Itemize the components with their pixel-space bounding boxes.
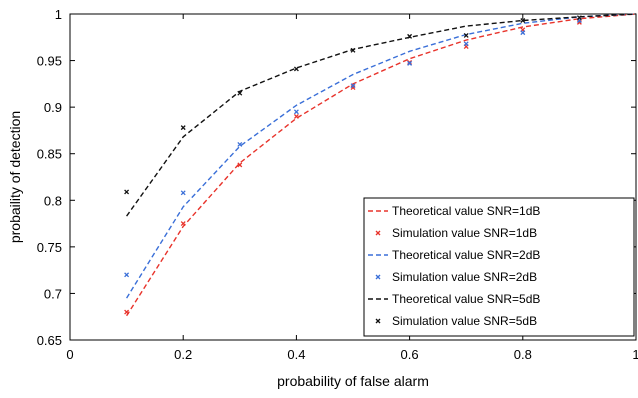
- scatter-point: [576, 15, 582, 21]
- legend-marker-swatch: [375, 318, 381, 324]
- scatter-point: [463, 41, 469, 47]
- legend-label: Simulation value SNR=1dB: [392, 226, 537, 240]
- legend-label: Theoretical value SNR=1dB: [392, 204, 540, 218]
- y-axis-label: probaility of detection: [7, 111, 23, 243]
- scatter-point: [124, 309, 130, 315]
- x-tick-label: 0.8: [514, 347, 532, 362]
- series-line: [126, 13, 637, 299]
- legend: Theoretical value SNR=1dB Simulation valu…: [363, 197, 635, 337]
- scatter-point: [124, 272, 130, 278]
- scatter-point: [407, 33, 413, 39]
- series-layer: [124, 13, 637, 317]
- scatter-point: [180, 221, 186, 227]
- y-tick-label: 0.7: [44, 286, 62, 301]
- scatter-point: [180, 125, 186, 131]
- scatter-point: [350, 47, 356, 53]
- x-tick-label: 0.2: [174, 347, 192, 362]
- y-tick-label: 0.95: [37, 54, 62, 69]
- legend-label: Theoretical value SNR=2dB: [392, 248, 540, 262]
- series-line: [126, 13, 637, 217]
- scatter-point: [180, 190, 186, 196]
- series-5: [124, 15, 582, 195]
- legend-label: Simulation value SNR=5dB: [392, 314, 537, 328]
- legend-item: Theoretical value SNR=2dB: [368, 248, 540, 262]
- scatter-point: [293, 66, 299, 72]
- scatter-point: [407, 59, 413, 65]
- scatter-point: [293, 109, 299, 115]
- scatter-point: [520, 30, 526, 36]
- legend-box: [363, 197, 635, 337]
- scatter-point: [293, 113, 299, 119]
- scatter-point: [350, 83, 356, 89]
- scatter-point: [463, 32, 469, 38]
- legend-marker-swatch: [375, 230, 381, 236]
- scatter-point: [124, 189, 130, 195]
- legend-marker-swatch: [375, 274, 381, 280]
- legend-label: Theoretical value SNR=5dB: [392, 292, 540, 306]
- series-line: [126, 13, 637, 317]
- series-0: [126, 13, 637, 317]
- legend-item: Simulation value SNR=2dB: [375, 270, 537, 284]
- x-tick-labels: 0 0.2 0.4 0.6 0.8 1: [66, 347, 638, 362]
- y-tick-label: 0.65: [37, 333, 62, 348]
- scatter-point: [407, 60, 413, 66]
- y-tick-label: 0.75: [37, 240, 62, 255]
- x-tick-label: 1: [632, 347, 638, 362]
- y-tick-labels: 0.65 0.7 0.75 0.8 0.85 0.9 0.95 1: [37, 7, 62, 348]
- series-4: [126, 13, 637, 217]
- legend-item: Theoretical value SNR=5dB: [368, 292, 540, 306]
- legend-items: Theoretical value SNR=1dB Simulation valu…: [368, 204, 540, 328]
- legend-item: Theoretical value SNR=1dB: [368, 204, 540, 218]
- legend-item: Simulation value SNR=1dB: [375, 226, 537, 240]
- scatter-point: [520, 18, 526, 23]
- x-tick-label: 0: [66, 347, 73, 362]
- y-tick-label: 1: [55, 7, 62, 22]
- x-tick-label: 0.4: [287, 347, 305, 362]
- y-tick-label: 0.8: [44, 193, 62, 208]
- y-tick-label: 0.85: [37, 147, 62, 162]
- x-axis-label: probability of false alarm: [277, 373, 429, 389]
- x-tick-label: 0.6: [401, 347, 419, 362]
- scatter-point: [237, 162, 243, 168]
- legend-item: Simulation value SNR=5dB: [375, 314, 537, 328]
- scatter-point: [237, 90, 243, 96]
- y-tick-label: 0.9: [44, 100, 62, 115]
- series-2: [126, 13, 637, 299]
- legend-label: Simulation value SNR=2dB: [392, 270, 537, 284]
- scatter-point: [237, 141, 243, 147]
